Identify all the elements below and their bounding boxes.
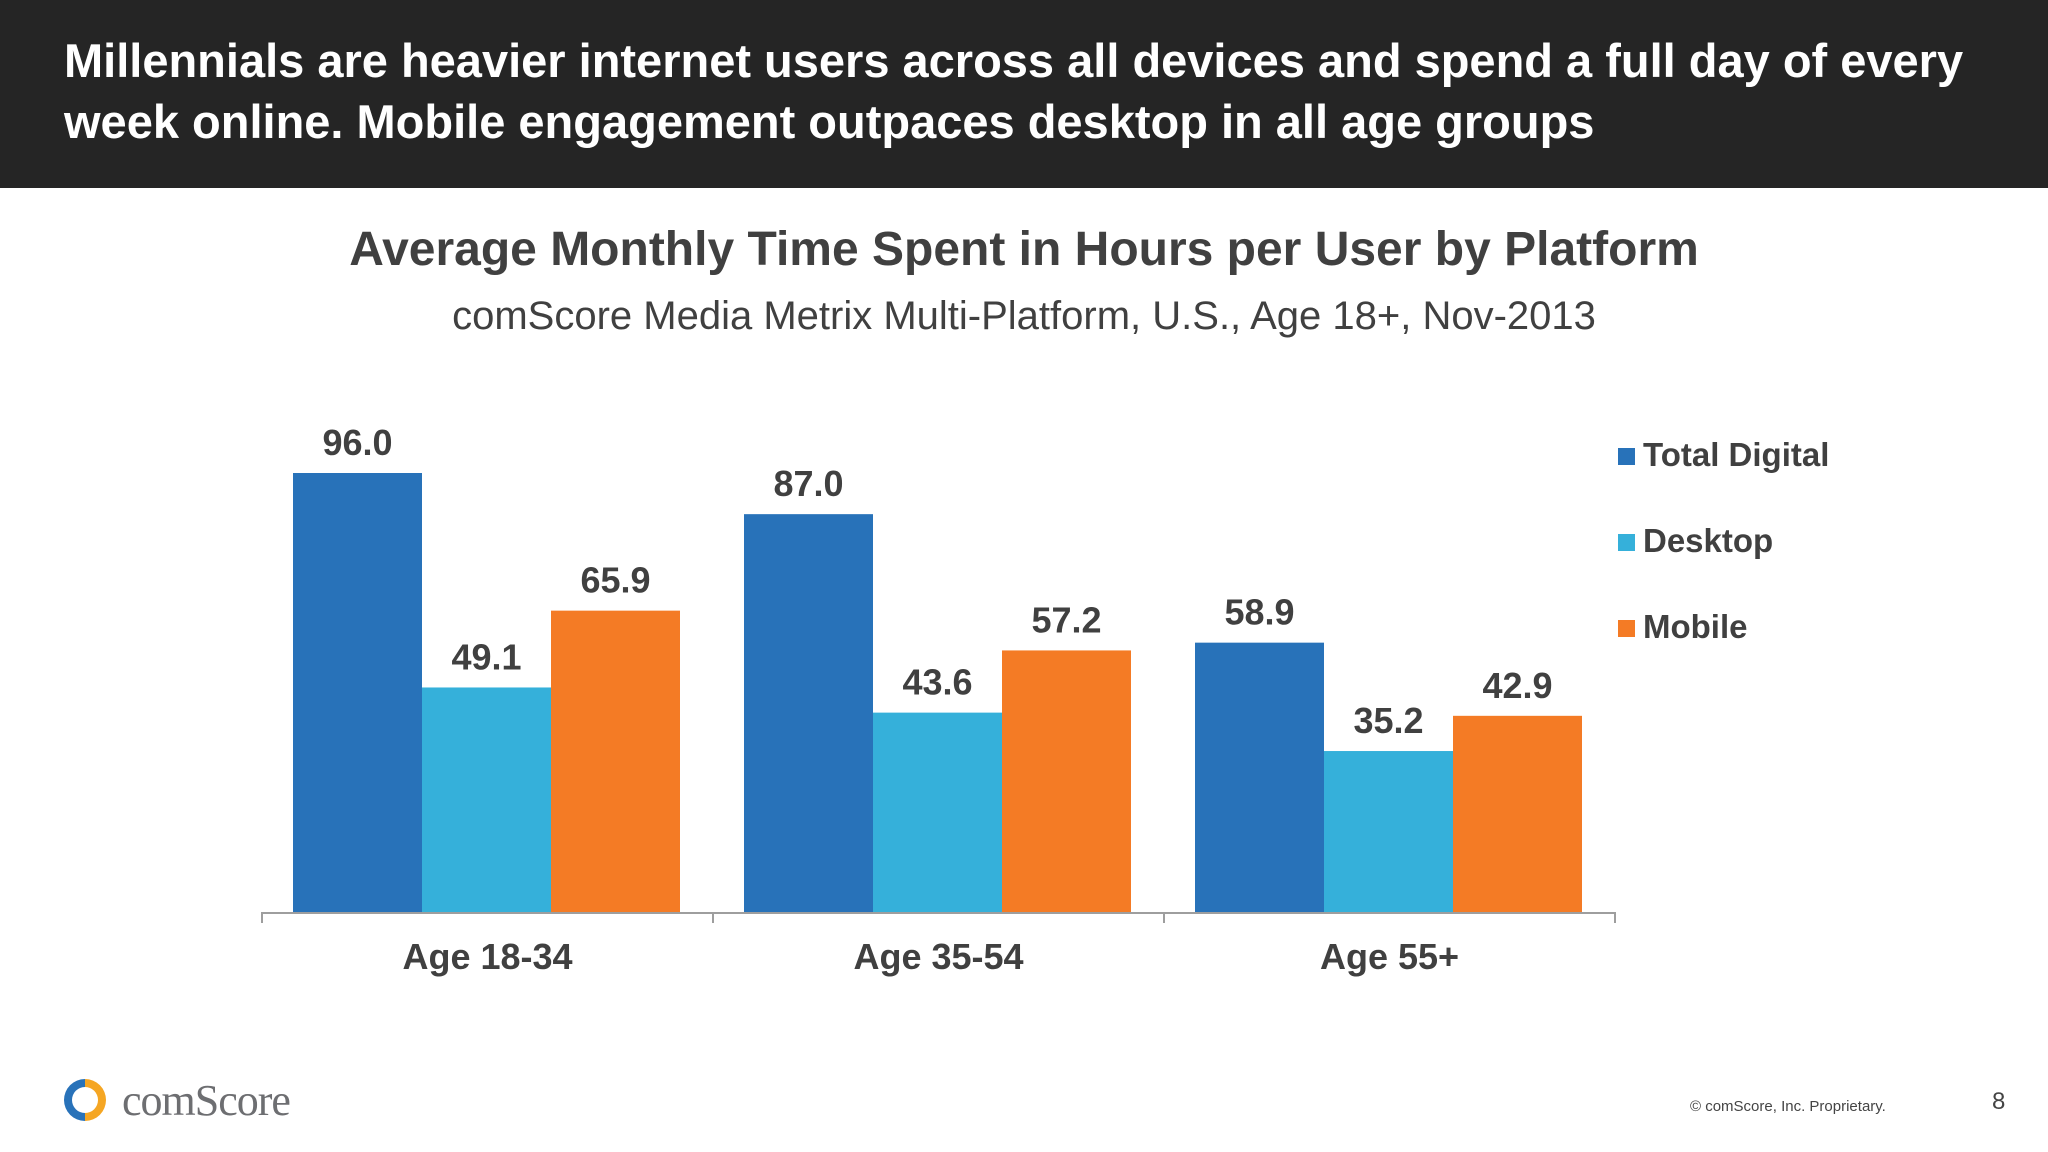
x-tick-label: Age 55+ [1320, 936, 1459, 977]
x-tick-label: Age 18-34 [402, 936, 572, 977]
bar [744, 514, 873, 912]
bar [1195, 642, 1324, 912]
data-label: 42.9 [1482, 665, 1552, 706]
logo-wordmark: comScore [122, 1075, 291, 1125]
legend-label: Desktop [1643, 522, 1773, 559]
bar [422, 687, 551, 912]
data-label: 57.2 [1031, 599, 1101, 640]
legend-swatch [1618, 448, 1635, 465]
bar [873, 712, 1002, 912]
comscore-logo-icon [64, 1079, 106, 1121]
x-tick-label: Age 35-54 [853, 936, 1023, 977]
slide-headline: Millennials are heavier internet users a… [64, 34, 1964, 148]
data-label: 58.9 [1224, 592, 1294, 633]
legend-swatch [1618, 534, 1635, 551]
bar [1002, 650, 1131, 912]
bar [1453, 715, 1582, 912]
chart-title: Average Monthly Time Spent in Hours per … [349, 223, 1699, 276]
data-label: 49.1 [451, 636, 521, 677]
copyright-notice: © comScore, Inc. Proprietary. [1690, 1098, 1886, 1115]
legend-label: Mobile [1643, 608, 1748, 645]
chart-subtitle: comScore Media Metrix Multi-Platform, U.… [452, 294, 1596, 338]
bar-chart: 96.0 49.1 65.9 Age 18-34 87.0 43.6 57.2 Age 35-… [261, 422, 1829, 977]
data-label: 96.0 [322, 422, 392, 463]
data-label: 87.0 [773, 463, 843, 504]
bar [1324, 751, 1453, 912]
data-label: 35.2 [1353, 700, 1423, 741]
data-label: 65.9 [580, 560, 650, 601]
legend-swatch [1618, 620, 1635, 637]
slide-header: Millennials are heavier internet users a… [0, 0, 2048, 188]
bar [293, 473, 422, 912]
bar [551, 610, 680, 912]
data-label: 43.6 [902, 662, 972, 703]
legend-label: Total Digital [1643, 436, 1829, 473]
page-number: 8 [1992, 1088, 2006, 1115]
comscore-logo: comScore [62, 1075, 291, 1125]
